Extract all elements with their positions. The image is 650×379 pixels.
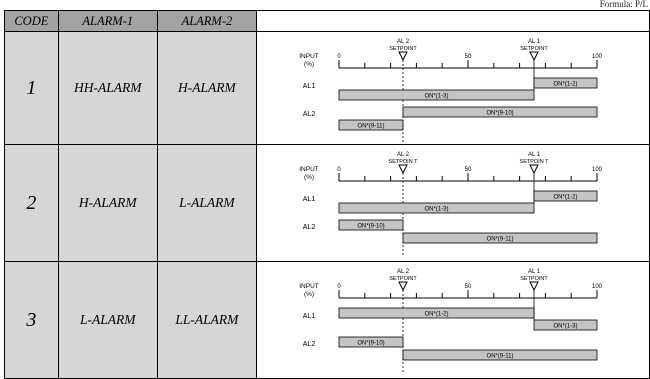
al2-setpoint-marker	[398, 281, 408, 292]
al1-on-bar-label: ON*(1-3)	[424, 94, 448, 100]
input-unit-label: (%)	[304, 61, 314, 68]
al2-on-bar-label: ON*(9-10)	[357, 341, 384, 347]
al1-setpoint-marker	[529, 281, 539, 292]
al1-on-bar-label: ON*(1-2)	[553, 82, 577, 88]
al1-on-bar	[338, 202, 535, 214]
al1-on-bar-label: ON*(1-2)	[424, 312, 448, 318]
row-alarm-2: LL-ALARM	[156, 261, 257, 379]
al2-on-bar	[338, 119, 404, 131]
al1-setpoint-label: SETPOINT	[520, 46, 548, 52]
al2-setpoint-marker	[398, 51, 408, 62]
table-row: 1 HH-ALARM H-ALARM AL 2 SETPOINT AL 1 SETPO…	[4, 31, 650, 145]
al1-on-bar-label: ON*(1-3)	[553, 324, 577, 330]
scale-mid-label: 50	[465, 54, 472, 60]
al1-on-bar	[533, 77, 598, 89]
al2-setpoint-label: AL 2	[397, 152, 410, 158]
row-alarm-2: H-ALARM	[156, 31, 257, 145]
header-blank	[255, 10, 650, 32]
al1-output-label: AL1	[303, 83, 316, 90]
scale-min-label: 0	[337, 284, 341, 290]
al1-on-bar-label: ON*(1-2)	[553, 195, 577, 201]
al2-setpoint-label: SETPOINT	[389, 46, 417, 52]
input-unit-label: (%)	[304, 174, 314, 181]
scale-mid-label: 50	[465, 284, 472, 290]
al1-output-label: AL1	[303, 313, 316, 320]
row-alarm-1: L-ALARM	[57, 261, 158, 379]
al1-on-bar-label: ON*(1-3)	[424, 207, 448, 213]
page-reference: Formula: P/L	[599, 0, 648, 9]
row-alarm-1: HH-ALARM	[57, 31, 158, 145]
scale-max-label: 100	[592, 284, 603, 290]
al1-on-bar	[338, 307, 535, 319]
al2-on-bar-label: ON*(9-10)	[357, 224, 384, 230]
scale-min-label: 0	[337, 167, 341, 173]
input-label: INPUT	[299, 283, 319, 290]
row-code: 2	[4, 144, 59, 262]
input-label: INPUT	[299, 53, 319, 60]
alarm-diagram-cell: AL 2 SETPOINT AL 1 SETPOINT INPUT (%) 0 50 100 AL…	[255, 31, 650, 145]
al2-on-bar	[402, 349, 598, 361]
al2-on-bar-label: ON*(9-11)	[487, 354, 514, 360]
al1-setpoint-marker	[529, 51, 539, 62]
al2-output-label: AL2	[303, 341, 316, 348]
al2-output-label: AL2	[303, 111, 316, 118]
scale-max-label: 100	[592, 54, 603, 60]
al1-setpoint-label: AL 1	[528, 39, 541, 45]
header-alarm-2: ALARM-2	[156, 10, 257, 32]
al2-setpoint-label: AL 2	[397, 39, 410, 45]
scale-max-label: 100	[592, 167, 603, 173]
table-row: 2 H-ALARM L-ALARM AL 2 SETPOIN T AL 1 SETPO…	[4, 144, 650, 262]
row-code: 1	[4, 31, 59, 145]
al1-setpoint-label: AL 1	[528, 152, 541, 158]
row-alarm-2: L-ALARM	[156, 144, 257, 262]
al1-output-label: AL1	[303, 196, 316, 203]
al2-on-bar-label: ON*(9-10)	[486, 111, 513, 117]
alarm-diagram-cell: AL 2 SETPOIN T AL 1 SETPOIN T INPUT (%) 0 50 100…	[255, 144, 650, 262]
al2-setpoint-label: SETPOIN T	[389, 159, 419, 165]
al2-on-bar	[338, 219, 404, 231]
al2-setpoint-label: AL 2	[397, 269, 410, 275]
al2-on-bar	[338, 336, 404, 348]
al1-on-bar	[338, 89, 535, 101]
scale-mid-label: 50	[465, 167, 472, 173]
table-row: 3 L-ALARM LL-ALARM AL 2 SETPOINT AL 1 SETPO…	[4, 261, 650, 379]
input-unit-label: (%)	[304, 291, 314, 298]
al1-on-bar	[533, 319, 598, 331]
al1-setpoint-label: AL 1	[528, 269, 541, 275]
al1-on-bar	[533, 190, 598, 202]
row-code: 3	[4, 261, 59, 379]
al2-on-bar-label: ON*(9-11)	[487, 237, 514, 243]
header-code: CODE	[4, 10, 59, 32]
input-label: INPUT	[299, 166, 319, 173]
alarm-diagram-cell: AL 2 SETPOINT AL 1 SETPOINT INPUT (%) 0 50 100 AL…	[255, 261, 650, 379]
al2-on-bar	[402, 232, 598, 244]
al2-setpoint-marker	[398, 164, 408, 175]
al2-output-label: AL2	[303, 224, 316, 231]
al1-setpoint-label: SETPOINT	[520, 276, 548, 282]
header-alarm-1: ALARM-1	[57, 10, 158, 32]
al1-setpoint-label: SETPOIN T	[520, 159, 550, 165]
row-alarm-1: H-ALARM	[57, 144, 158, 262]
al2-setpoint-label: SETPOINT	[389, 276, 417, 282]
al2-on-bar	[402, 106, 598, 118]
table-header-row: CODE ALARM-1 ALARM-2	[4, 10, 650, 32]
alarm-code-table: CODE ALARM-1 ALARM-2 1 HH-ALARM H-ALARM …	[4, 10, 650, 379]
al2-on-bar-label: ON*(9-11)	[358, 124, 385, 130]
scale-min-label: 0	[337, 54, 341, 60]
al1-setpoint-marker	[529, 164, 539, 175]
